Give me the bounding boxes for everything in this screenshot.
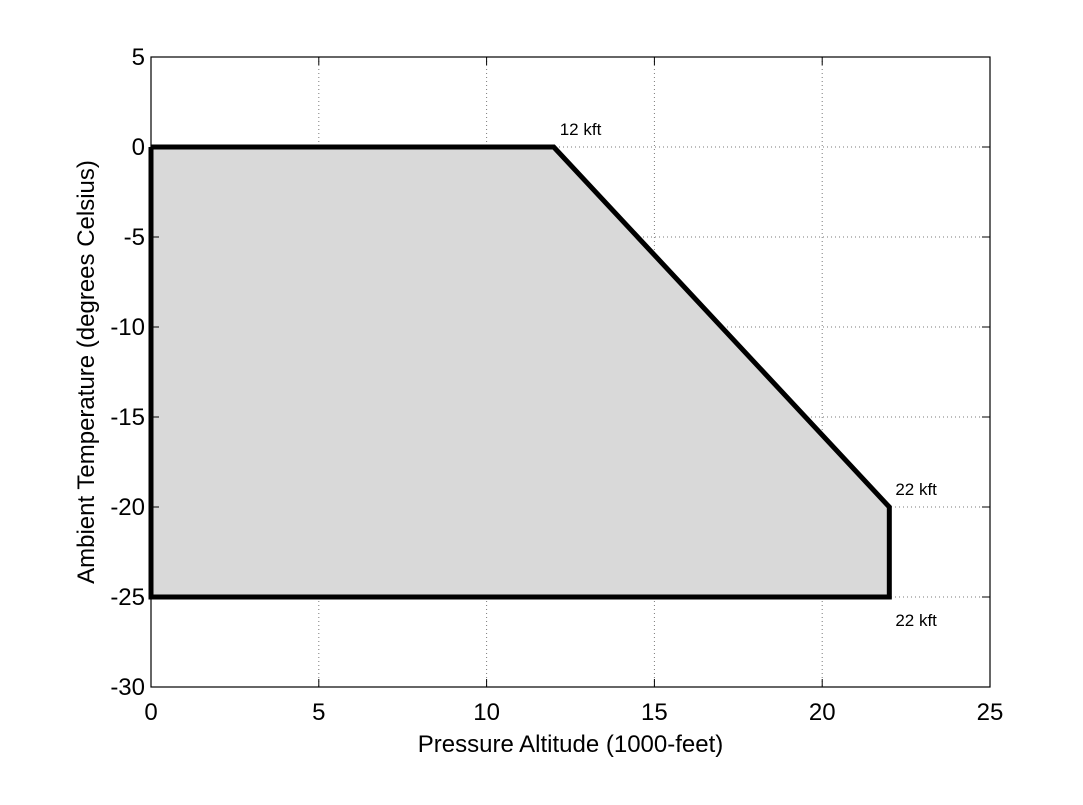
y-tick-label: -10 [110, 314, 145, 341]
envelope-area [151, 147, 890, 597]
annotations: 12 kft 22 kft 22 kft [560, 120, 937, 630]
x-axis-label: Pressure Altitude (1000-feet) [418, 731, 724, 758]
x-tick-label: 5 [312, 699, 325, 726]
annotation-label: 22 kft [895, 611, 937, 630]
x-tick-label: 10 [473, 699, 500, 726]
y-tick-label: -20 [110, 494, 145, 521]
y-tick-labels: 5 0 -5 -10 -15 -20 -25 -30 [110, 44, 145, 701]
y-tick-label: 5 [132, 44, 145, 71]
y-tick-label: -25 [110, 584, 145, 611]
y-axis-label: Ambient Temperature (degrees Celsius) [73, 160, 100, 584]
y-tick-label: -15 [110, 404, 145, 431]
x-tick-label: 0 [144, 699, 157, 726]
plot-frame [150, 56, 991, 688]
y-tick-label: 0 [132, 134, 145, 161]
x-tick-labels: 0 5 10 15 20 25 [144, 699, 1003, 726]
x-tick-label: 20 [809, 699, 836, 726]
annotation-label: 22 kft [895, 480, 937, 499]
y-tick-label: -5 [124, 224, 145, 251]
x-tick-label: 25 [977, 699, 1004, 726]
annotation-label: 12 kft [560, 120, 602, 139]
tick-marks [150, 56, 991, 688]
x-tick-label: 15 [641, 699, 668, 726]
y-tick-label: -30 [110, 674, 145, 701]
